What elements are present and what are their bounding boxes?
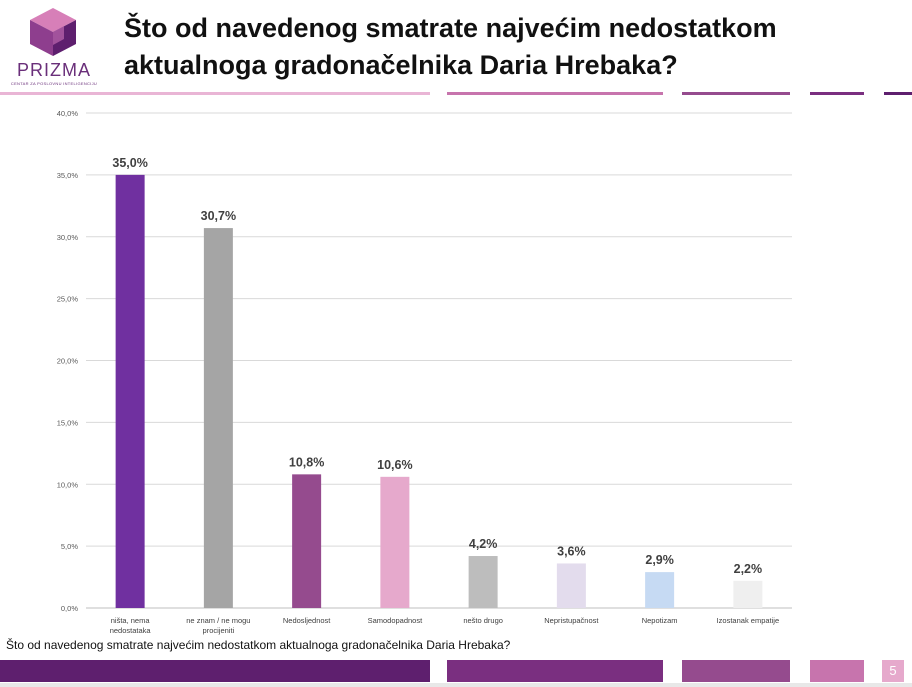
y-tick-label: 5,0% xyxy=(61,542,78,551)
y-tick-label: 25,0% xyxy=(57,295,79,304)
x-tick-label: ništa, nema xyxy=(111,616,151,625)
data-label: 35,0% xyxy=(112,156,147,170)
bar xyxy=(203,228,233,608)
footer-bar-segment xyxy=(447,660,663,682)
y-tick-label: 30,0% xyxy=(57,233,79,242)
header-line-segment xyxy=(682,92,790,95)
bar xyxy=(380,476,410,608)
bottom-strip xyxy=(0,683,912,687)
bar xyxy=(115,174,145,608)
y-tick-label: 20,0% xyxy=(57,357,79,366)
bar xyxy=(292,474,322,608)
header-line-segment xyxy=(447,92,663,95)
x-tick-label: Nepristupačnost xyxy=(544,616,599,625)
header-line-segment xyxy=(884,92,912,95)
prizma-cube-icon xyxy=(30,8,76,56)
header-line-segment xyxy=(0,92,430,95)
bar-chart: 0,0% 5,0% 10,0% 15,0% 20,0% 25,0% 30,0% 35,0% 40… xyxy=(57,109,792,635)
y-tick-label: 35,0% xyxy=(57,171,79,180)
slide-title: Što od navedenog smatrate najvećim nedos… xyxy=(124,13,777,80)
bar xyxy=(556,563,586,608)
data-label: 10,8% xyxy=(289,455,324,469)
x-tick-label: Samodopadnost xyxy=(368,616,424,625)
header-line-segment xyxy=(810,92,864,95)
x-tick-label: nedostataka xyxy=(110,626,152,635)
data-label: 4,2% xyxy=(469,537,498,551)
y-tick-label: 10,0% xyxy=(57,480,79,489)
data-label: 30,7% xyxy=(201,209,236,223)
footer-bar-segment xyxy=(810,660,864,682)
prizma-logo: PRIZMA CENTAR ZA POSLOVNU INTELIGENCIJU xyxy=(6,4,98,88)
page-number: 5 xyxy=(889,663,897,678)
y-tick-label: 0,0% xyxy=(61,604,78,613)
y-tick-label: 15,0% xyxy=(57,418,79,427)
data-label: 2,9% xyxy=(645,553,674,567)
x-tick-label: Izostanak empatije xyxy=(717,616,780,625)
bar xyxy=(645,572,675,608)
logo-subtitle: CENTAR ZA POSLOVNU INTELIGENCIJU xyxy=(10,81,98,86)
footer-bar-segment xyxy=(682,660,790,682)
bar xyxy=(733,580,763,608)
footer-bar-segment xyxy=(882,660,904,682)
x-tick-label: Nepotizam xyxy=(642,616,678,625)
data-label: 2,2% xyxy=(734,562,763,576)
data-label: 10,6% xyxy=(377,458,412,472)
x-tick-label: ne znam / ne mogu xyxy=(186,616,250,625)
x-tick-label: Nedosljednost xyxy=(283,616,331,625)
bar xyxy=(468,556,498,608)
footer-bar-segment xyxy=(0,660,430,682)
x-tick-label: procijeniti xyxy=(203,626,235,635)
data-label: 3,6% xyxy=(557,544,586,558)
footer-question: Što od navedenog smatrate najvećim nedos… xyxy=(6,638,511,652)
y-tick-label: 40,0% xyxy=(57,109,79,118)
logo-name: PRIZMA xyxy=(16,60,91,80)
x-tick-label: nešto drugo xyxy=(463,616,503,625)
